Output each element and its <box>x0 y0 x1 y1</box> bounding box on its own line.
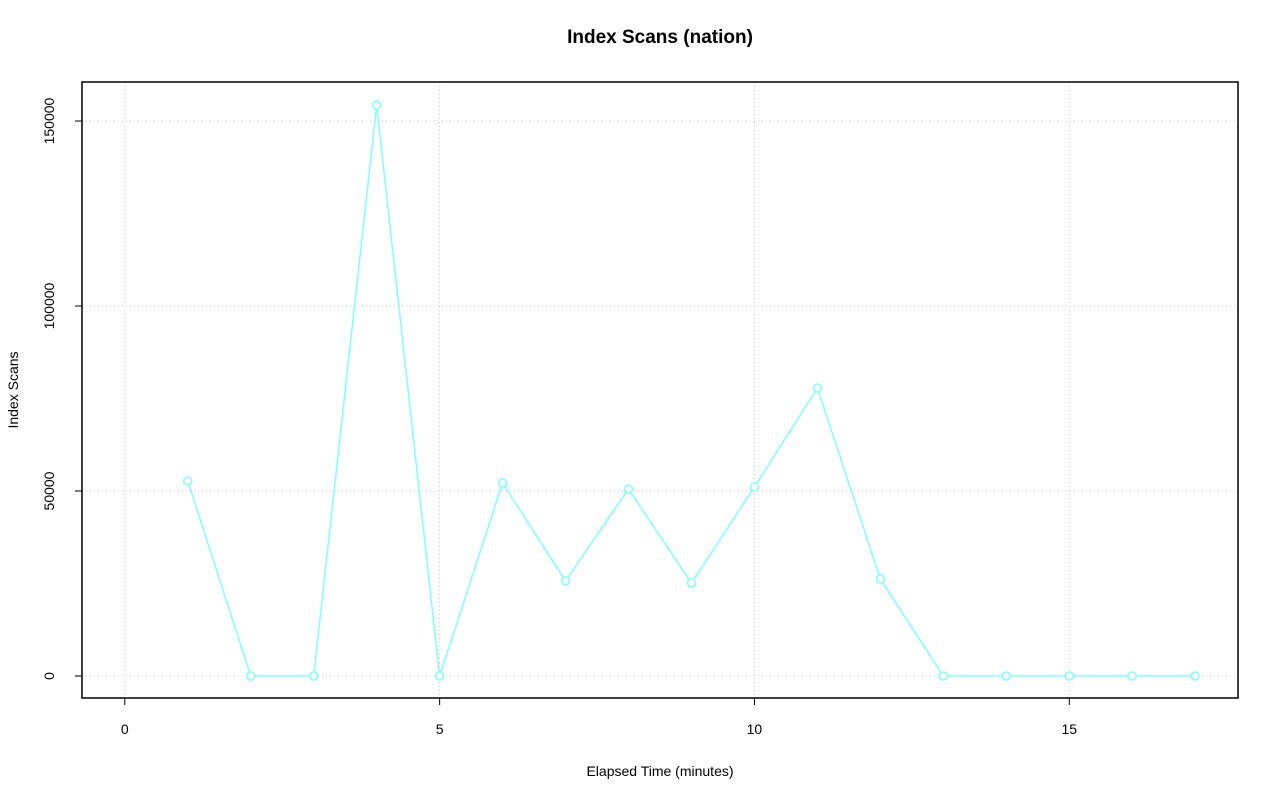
data-point <box>245 671 256 681</box>
data-point <box>560 576 571 586</box>
y-tick-label: 100000 <box>41 282 57 329</box>
chart-title: Index Scans (nation) <box>567 27 753 48</box>
data-point <box>623 484 634 494</box>
data-point <box>686 578 697 588</box>
y-tick-label: 50000 <box>41 471 57 510</box>
data-point <box>1127 671 1137 681</box>
x-tick-label: 15 <box>1061 721 1077 737</box>
data-point <box>938 671 949 681</box>
data-point <box>1190 671 1200 681</box>
data-point <box>497 478 508 488</box>
x-tick-label: 5 <box>436 721 444 737</box>
data-point <box>434 671 445 681</box>
data-point <box>812 383 823 393</box>
x-tick-label: 0 <box>121 721 129 737</box>
x-axis-label: Elapsed Time (minutes) <box>586 763 733 779</box>
data-point <box>308 671 319 681</box>
plot-frame <box>81 81 1239 699</box>
data-point <box>749 482 760 492</box>
y-axis-label: Index Scans <box>5 351 21 428</box>
data-point <box>1001 671 1012 681</box>
data-point <box>183 476 193 486</box>
data-point <box>875 574 886 584</box>
x-tick-label: 10 <box>747 721 763 737</box>
y-tick-label: 0 <box>41 672 57 680</box>
data-line <box>187 105 1196 677</box>
y-tick-label: 150000 <box>41 97 57 144</box>
data-point <box>371 100 382 110</box>
data-point <box>1064 671 1075 681</box>
